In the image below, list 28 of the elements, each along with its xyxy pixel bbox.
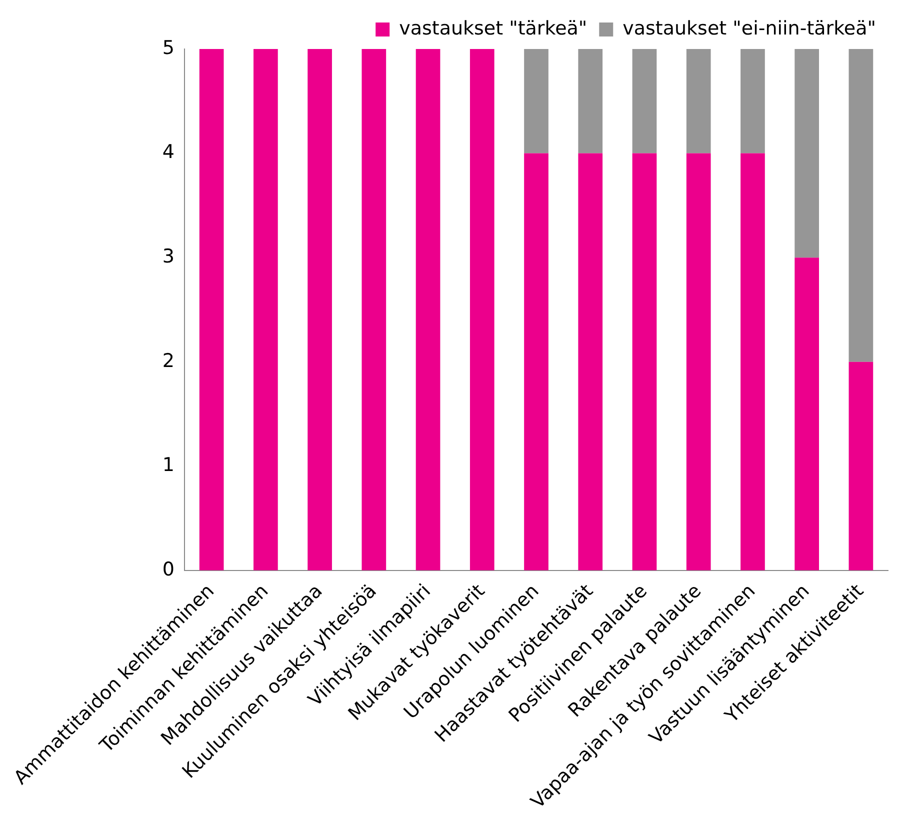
legend-label: vastaukset "tärkeä" (399, 17, 588, 40)
bar (199, 49, 224, 570)
bar (686, 153, 711, 570)
bar (740, 153, 765, 570)
y-tick-label: 5 (162, 36, 175, 59)
bar (524, 49, 548, 154)
bar (686, 49, 711, 154)
bar (308, 49, 332, 570)
bar (524, 153, 548, 570)
bar (848, 49, 874, 362)
bar (416, 49, 440, 570)
bar (794, 49, 820, 258)
y-tick-label: 1 (162, 454, 175, 476)
y-tick-label: 3 (162, 246, 175, 268)
y-tick-label: 2 (162, 350, 175, 372)
legend-label: vastaukset "ei-niin-tärkeä" (622, 17, 876, 40)
bar (470, 49, 494, 570)
bar (794, 258, 820, 570)
bar (578, 49, 603, 154)
bar (632, 49, 657, 154)
bar (254, 49, 278, 570)
bar (848, 362, 874, 570)
bar (632, 153, 657, 570)
bar (578, 153, 603, 570)
bar (740, 49, 765, 154)
bar (362, 49, 386, 570)
y-tick-label: 4 (162, 141, 175, 164)
y-tick-label: 0 (162, 558, 175, 580)
